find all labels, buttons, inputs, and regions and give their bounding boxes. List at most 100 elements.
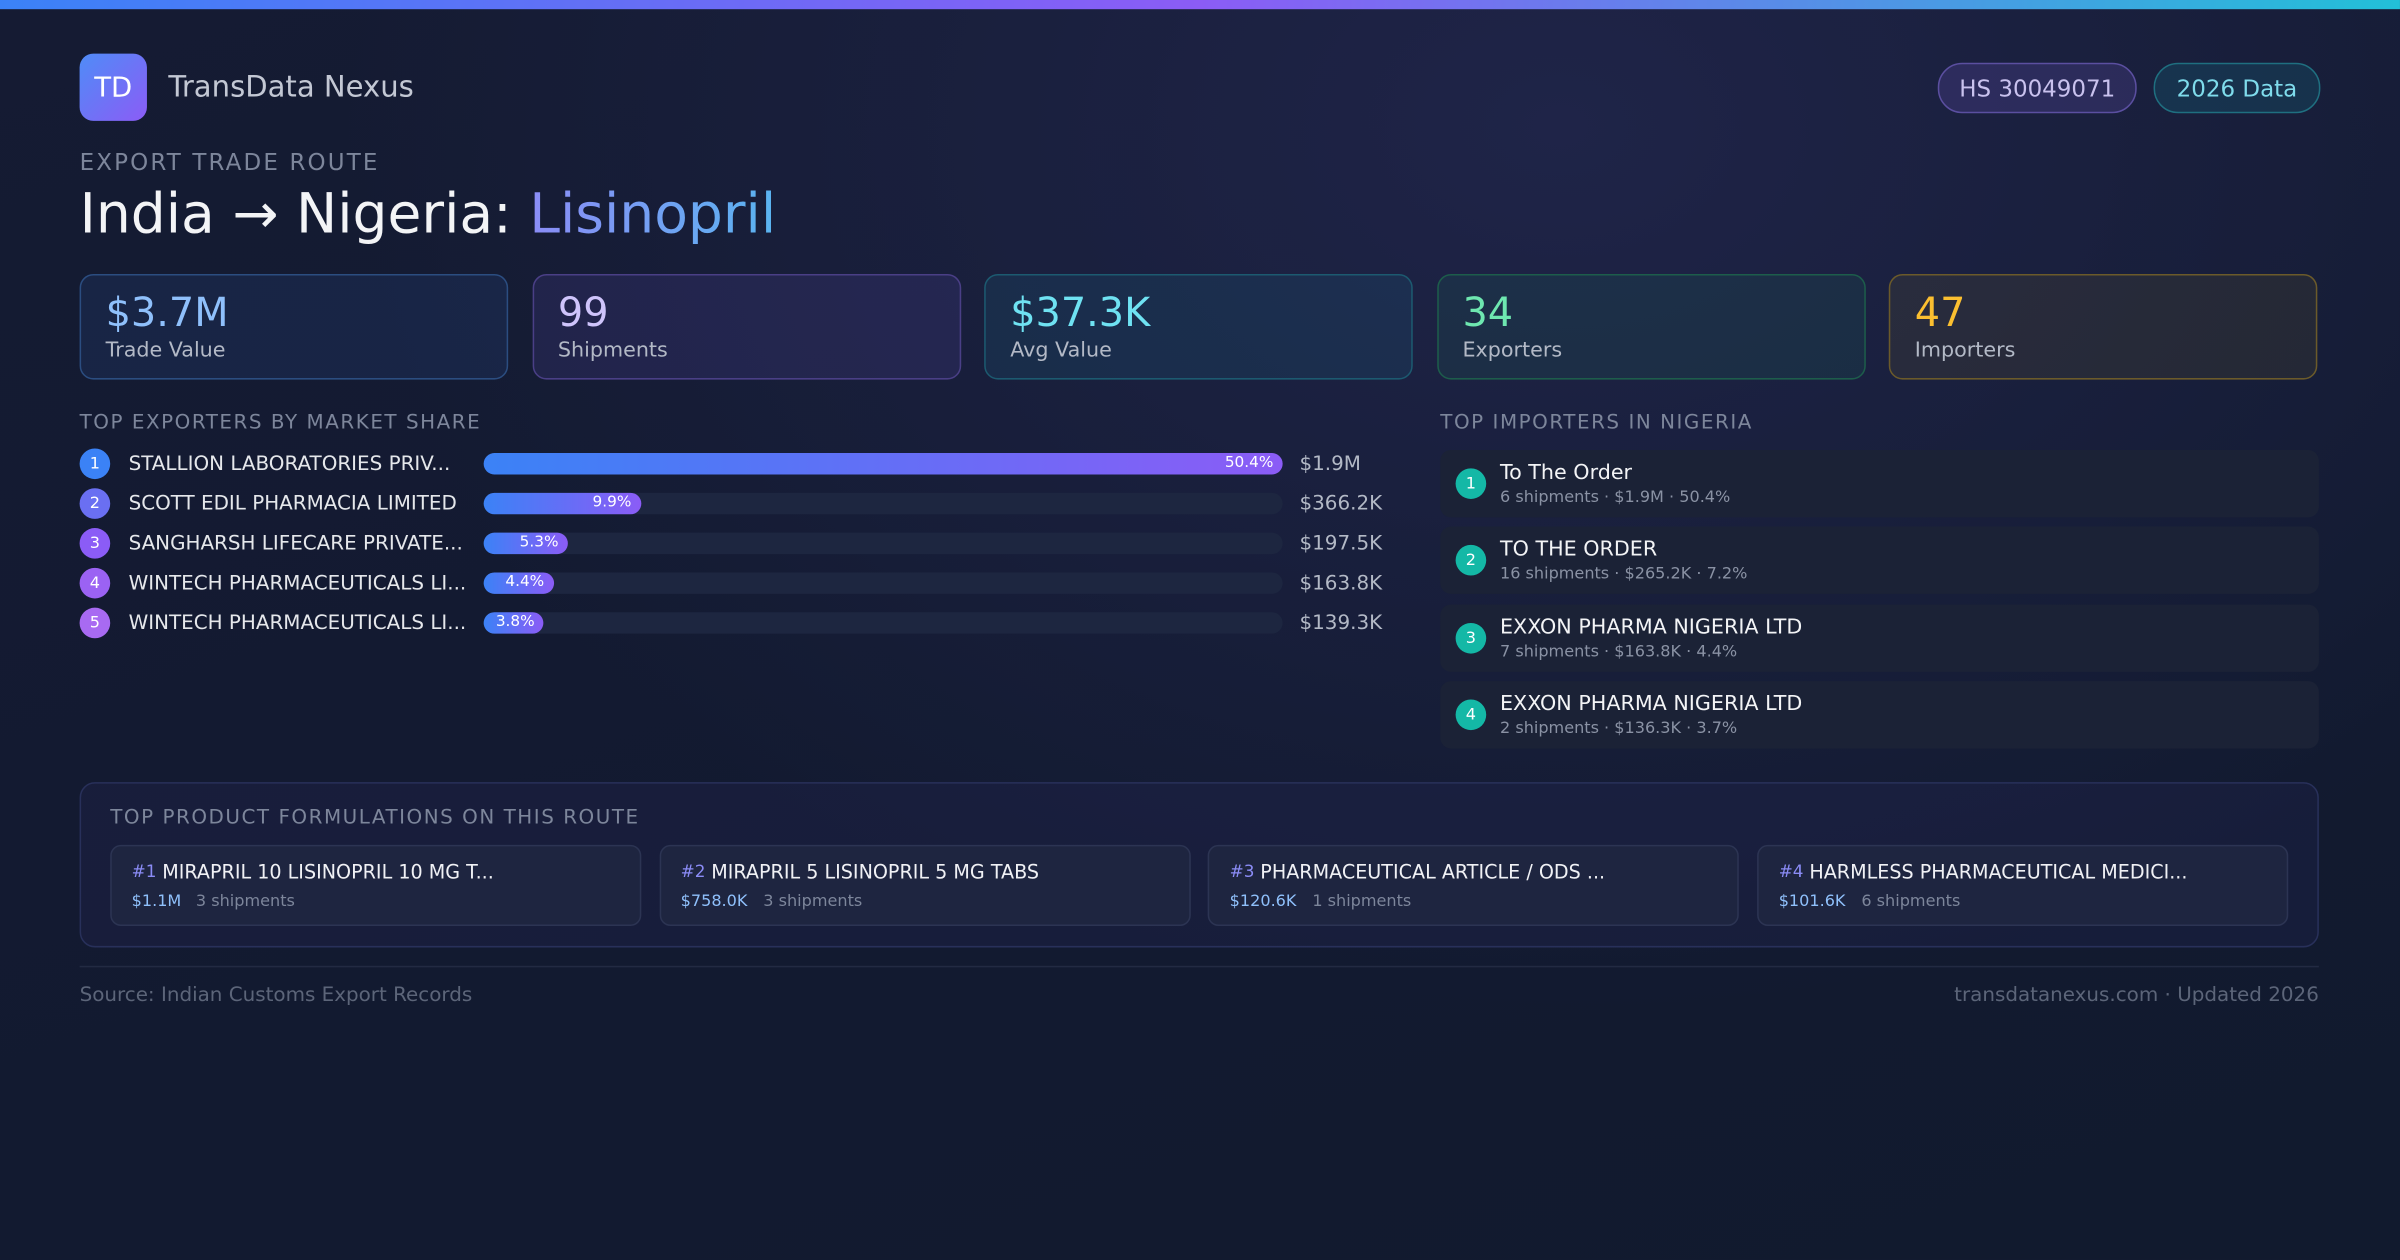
share-label: 50.4%	[1224, 454, 1274, 472]
stat-value: 47	[1914, 290, 1966, 337]
exporter-name: SANGHARSH LIFECARE PRIVATE...	[128, 531, 463, 555]
product: Lisinopril	[529, 183, 777, 247]
share-bar: 9.9%	[483, 492, 641, 515]
stat-label: Trade Value	[105, 338, 226, 363]
badge[interactable]: HS 30049071	[1937, 62, 2137, 114]
product-shipments: 3 shipments	[195, 892, 295, 911]
importer-name: TO THE ORDER	[1499, 537, 1658, 563]
product-card[interactable]: #1 MIRAPRIL 10 LISINOPRIL 10 MG T... $1.1M…	[110, 844, 642, 927]
exporter-value: $366.2K	[1299, 492, 1383, 516]
product-name: MIRAPRIL 5 LISINOPRIL 5 MG TABS	[711, 860, 1040, 884]
badge[interactable]: 2026 Data	[2153, 62, 2321, 114]
section-title: TOP IMPORTERS IN NIGERIA	[1440, 411, 1753, 435]
rank: 3	[79, 528, 111, 559]
rank: 4	[79, 567, 111, 599]
exporter-row[interactable]: 1 STALLION LABORATORIES PRIV... 50.4% $1.9M	[79, 448, 1396, 480]
bar-track: 3.8%	[483, 612, 1283, 634]
bar-track: 4.4%	[483, 572, 1283, 594]
product-card[interactable]: #2 MIRAPRIL 5 LISINOPRIL 5 MG TABS $758.0K…	[659, 844, 1191, 927]
importer-card[interactable]: 1 To The Order 6 shipments · $1.9M · 50.4%	[1440, 449, 2319, 518]
exporter-name: SCOTT EDIL PHARMACIA LIMITED	[128, 492, 457, 516]
section-title: TOP PRODUCT FORMULATIONS ON THIS ROUTE	[110, 806, 640, 830]
stat-value: $3.7M	[105, 290, 229, 337]
stat-label: Avg Value	[1010, 338, 1112, 363]
share-bar: 50.4%	[483, 453, 1283, 475]
share-label: 5.3%	[519, 534, 559, 552]
share-bar: 3.8%	[483, 612, 544, 634]
share-bar: 5.3%	[483, 532, 568, 555]
importer-card[interactable]: 4 EXXON PHARMA NIGERIA LTD 2 shipments · $…	[1440, 680, 2319, 749]
stat-label: Shipments	[557, 338, 668, 363]
exporter-value: $197.5K	[1299, 531, 1383, 555]
product-card[interactable]: #4 HARMLESS PHARMACEUTICAL MEDICI... $101.…	[1757, 844, 2289, 927]
stat-value: 99	[557, 290, 609, 337]
rank: 4	[1455, 699, 1487, 730]
rank: 1	[1455, 468, 1487, 499]
rank: 2	[79, 488, 111, 519]
product-rank: #1	[131, 861, 157, 882]
importer-name: EXXON PHARMA NIGERIA LTD	[1499, 614, 1803, 640]
bar-track: 9.9%	[483, 492, 1283, 515]
importer-name: EXXON PHARMA NIGERIA LTD	[1499, 691, 1803, 717]
stat-label: Exporters	[1462, 338, 1563, 363]
stat-card: 99 Shipments	[531, 273, 961, 380]
rank: 5	[79, 607, 111, 639]
product-shipments: 1 shipments	[1312, 892, 1412, 911]
importer-card[interactable]: 2 TO THE ORDER 16 shipments · $265.2K · 7.…	[1440, 526, 2319, 595]
bar-track: 50.4%	[483, 453, 1283, 475]
product-card[interactable]: #3 PHARMACEUTICAL ARTICLE / ODS ... $120.6…	[1208, 844, 1740, 927]
importer-detail: 6 shipments · $1.9M · 50.4%	[1499, 488, 1731, 507]
eyebrow: EXPORT TRADE ROUTE	[79, 148, 380, 177]
product-rank: #2	[680, 861, 706, 882]
share-label: 4.4%	[505, 573, 545, 591]
title: India → Nigeria: Lisinopril	[80, 184, 777, 247]
importer-card[interactable]: 3 EXXON PHARMA NIGERIA LTD 7 shipments · $…	[1440, 603, 2319, 672]
exporter-value: $163.8K	[1299, 571, 1383, 595]
exporter-name: WINTECH PHARMACEUTICALS LI...	[128, 571, 467, 595]
divider	[79, 965, 2319, 968]
product-name: HARMLESS PHARMACEUTICAL MEDICI...	[1809, 860, 2188, 884]
rank: 2	[1455, 545, 1487, 576]
stat-card: $37.3K Avg Value	[984, 273, 1413, 380]
share-label: 9.9%	[592, 494, 632, 512]
product-name: MIRAPRIL 10 LISINOPRIL 10 MG T...	[162, 860, 494, 884]
stat-card: $3.7M Trade Value	[79, 273, 509, 380]
importer-detail: 2 shipments · $136.3K · 3.7%	[1499, 719, 1738, 738]
product-shipments: 6 shipments	[1861, 892, 1961, 911]
exporter-name: STALLION LABORATORIES PRIV...	[128, 452, 451, 476]
products: TOP PRODUCT FORMULATIONS ON THIS ROUTE #…	[79, 782, 2319, 948]
exporter-row[interactable]: 4 WINTECH PHARMACEUTICALS LI... 4.4% $163.8…	[79, 567, 1396, 599]
stat-card: 34 Exporters	[1436, 273, 1866, 380]
product-name: PHARMACEUTICAL ARTICLE / ODS ...	[1260, 860, 1606, 884]
product-rank: #3	[1229, 861, 1255, 882]
importer-detail: 7 shipments · $163.8K · 4.4%	[1499, 642, 1738, 661]
exporter-row[interactable]: 5 WINTECH PHARMACEUTICALS LI... 3.8% $139.3…	[79, 607, 1396, 639]
importer-name: To The Order	[1499, 460, 1633, 486]
stat-label: Importers	[1914, 338, 2016, 363]
product-value: $120.6K	[1229, 892, 1297, 911]
rank: 3	[1455, 622, 1487, 653]
stat-card: 47 Importers	[1888, 273, 2318, 380]
logo[interactable]: TD	[79, 53, 147, 121]
importer-detail: 16 shipments · $265.2K · 7.2%	[1499, 565, 1748, 584]
rank: 1	[79, 448, 111, 480]
brand[interactable]: TransData Nexus	[168, 70, 414, 105]
section-title: TOP EXPORTERS BY MARKET SHARE	[79, 411, 482, 435]
exporter-name: WINTECH PHARMACEUTICALS LI...	[128, 611, 467, 635]
share-label: 3.8%	[495, 613, 535, 631]
exporter-row[interactable]: 3 SANGHARSH LIFECARE PRIVATE... 5.3% $197.5…	[79, 528, 1396, 559]
product-shipments: 3 shipments	[763, 892, 863, 911]
stat-value: 34	[1462, 290, 1514, 337]
exporter-value: $139.3K	[1299, 611, 1383, 635]
product-rank: #4	[1778, 861, 1804, 882]
stat-value: $37.3K	[1010, 290, 1151, 337]
accent-bar	[0, 0, 2400, 10]
exporter-value: $1.9M	[1299, 452, 1361, 476]
exporter-row[interactable]: 2 SCOTT EDIL PHARMACIA LIMITED 9.9% $366.2K	[79, 488, 1396, 519]
share-bar: 4.4%	[483, 572, 554, 594]
site[interactable]: transdatanexus.com · Updated 2026	[1954, 984, 2319, 1008]
bar-track: 5.3%	[483, 532, 1283, 555]
product-value: $1.1M	[131, 892, 182, 911]
